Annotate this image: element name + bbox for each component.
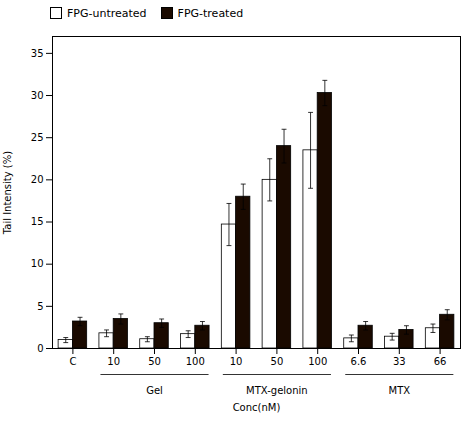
svg-text:25: 25 — [31, 132, 44, 143]
svg-text:10: 10 — [230, 356, 243, 367]
svg-text:5: 5 — [37, 301, 43, 312]
svg-text:Tail Intensity (%): Tail Intensity (%) — [2, 151, 13, 235]
svg-text:10: 10 — [107, 356, 120, 367]
svg-text:Conc(nM): Conc(nM) — [233, 402, 281, 413]
svg-text:20: 20 — [31, 174, 44, 185]
svg-text:50: 50 — [148, 356, 161, 367]
svg-text:100: 100 — [308, 356, 327, 367]
svg-text:100: 100 — [186, 356, 205, 367]
svg-text:33: 33 — [393, 356, 406, 367]
svg-text:30: 30 — [31, 90, 44, 101]
svg-text:15: 15 — [31, 216, 44, 227]
svg-text:6.6: 6.6 — [351, 356, 367, 367]
svg-text:MTX: MTX — [389, 385, 411, 396]
svg-text:50: 50 — [271, 356, 284, 367]
svg-text:MTX-gelonin: MTX-gelonin — [246, 385, 308, 396]
html-text:FPG-untreated: FPG-untreated — [67, 6, 147, 20]
svg-text:0: 0 — [37, 343, 43, 354]
html-text:FPG-treated: FPG-treated — [177, 6, 244, 20]
svg-text:Gel: Gel — [146, 385, 163, 396]
svg-text:66: 66 — [434, 356, 447, 367]
svg-text:35: 35 — [31, 48, 44, 59]
svg-text:10: 10 — [31, 258, 44, 269]
svg-text:C: C — [69, 356, 76, 367]
